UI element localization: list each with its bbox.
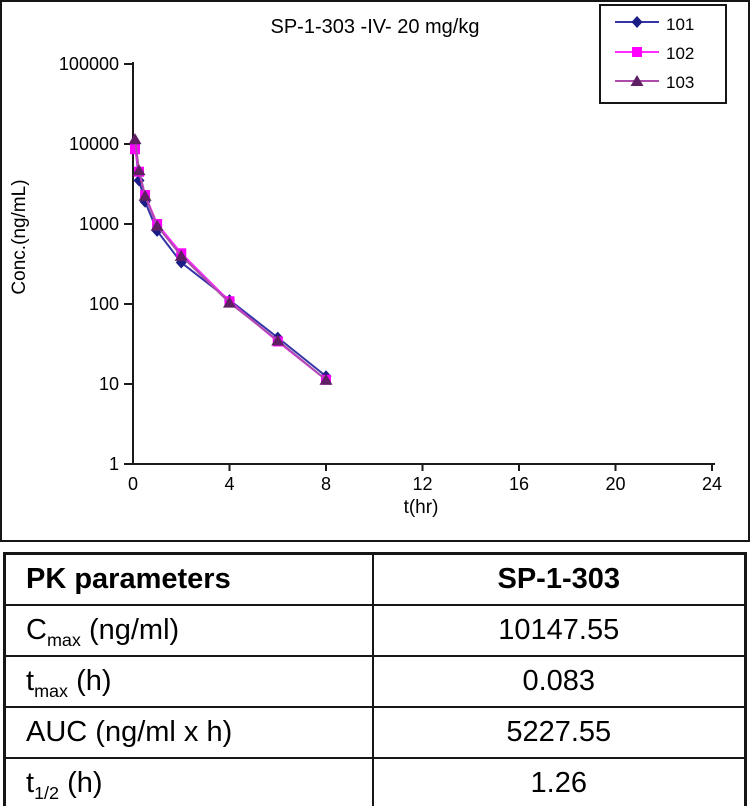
legend-label: 103 (666, 73, 695, 93)
legend-entry-102: 102 (615, 44, 725, 65)
pk-concentration-plot: 1 10 100 1000 10000 100000 0 4 8 12 16 20 24 (59, 54, 722, 494)
legend-entry-101: 101 (615, 14, 725, 35)
param-unit: (h) (68, 665, 112, 697)
param-label: Cmax (ng/ml) (3, 604, 374, 657)
x-tick-label: 12 (412, 474, 432, 494)
triangle-marker-icon (319, 373, 333, 385)
chart-legend: 101 102 103 (599, 4, 727, 104)
param-subscript: 1/2 (34, 782, 60, 803)
series-102-line (134, 149, 327, 381)
triangle-marker-icon (223, 296, 236, 308)
triangle-marker-icon (174, 249, 188, 261)
param-symbol: t (26, 767, 35, 799)
y-tick-label: 100000 (59, 54, 119, 74)
triangle-marker-icon (128, 133, 142, 145)
triangle-marker-icon (150, 219, 164, 231)
square-marker-icon (615, 44, 659, 65)
series-101 (129, 138, 332, 383)
param-symbol: t (26, 665, 35, 697)
diamond-marker-icon (631, 16, 643, 29)
x-tick-label: 0 (128, 474, 138, 494)
param-subscript: max (46, 629, 81, 650)
square-marker-icon (130, 144, 141, 155)
triangle-marker-icon (615, 73, 659, 94)
pk-parameters-table: PK parameters SP-1-303 Cmax (ng/ml) 1014… (3, 552, 747, 806)
x-tick-label: 8 (321, 474, 331, 494)
pk-chart-panel: 1 10 100 1000 10000 100000 0 4 8 12 16 20 24 SP-1-30… (0, 0, 750, 542)
table-row-tmax: tmax (h) 0.083 (3, 655, 747, 708)
diamond-marker-icon (615, 14, 659, 35)
triangle-marker-icon (138, 189, 152, 201)
table-row-thalf: t1/2 (h) 1.26 (3, 757, 747, 806)
table-row-cmax: Cmax (ng/ml) 10147.55 (3, 604, 747, 657)
square-marker-icon (632, 46, 642, 57)
compound-header: SP-1-303 (371, 552, 747, 606)
legend-entry-103: 103 (615, 73, 725, 94)
triangle-marker-icon (132, 164, 146, 176)
pk-parameters-header: PK parameters (3, 552, 374, 606)
series-102 (130, 144, 331, 385)
param-unit: (ng/ml) (80, 614, 180, 646)
param-subscript: max (34, 680, 69, 701)
legend-label: 101 (666, 14, 695, 34)
param-label: t1/2 (h) (3, 757, 374, 806)
legend-label: 102 (666, 44, 695, 63)
y-tick-label: 100 (89, 294, 119, 314)
y-tick-label: 10000 (69, 134, 119, 154)
x-tick-label: 16 (509, 474, 529, 494)
y-axis-title: Conc.(ng/mL) (9, 179, 30, 295)
param-symbol: C (26, 614, 47, 646)
series-103-line (134, 139, 327, 381)
table-row-auc: AUC (ng/ml x h) 5227.55 (3, 706, 747, 759)
param-unit: (ng/ml x h) (87, 716, 233, 748)
param-label: AUC (ng/ml x h) (3, 706, 374, 759)
series-103 (128, 133, 333, 385)
chart-title: SP-1-303 -IV- 20 mg/kg (270, 16, 480, 38)
series-101-line (134, 143, 327, 378)
y-tick-label: 10 (99, 374, 119, 394)
param-unit: (h) (59, 767, 103, 799)
triangle-marker-icon (271, 334, 285, 346)
param-value: 1.26 (371, 757, 747, 806)
x-tick-label: 20 (605, 474, 625, 494)
param-symbol: AUC (26, 716, 88, 748)
x-axis-title: t(hr) (403, 497, 439, 518)
y-tick-label: 1 (109, 454, 119, 474)
param-value: 0.083 (371, 655, 747, 708)
x-tick-label: 24 (702, 474, 722, 494)
triangle-marker-icon (630, 74, 644, 86)
y-tick-label: 1000 (79, 214, 119, 234)
param-label: tmax (h) (3, 655, 374, 708)
table-header-row: PK parameters SP-1-303 (3, 552, 747, 606)
param-value: 10147.55 (371, 604, 747, 657)
x-tick-label: 4 (224, 474, 234, 494)
param-value: 5227.55 (371, 706, 747, 759)
